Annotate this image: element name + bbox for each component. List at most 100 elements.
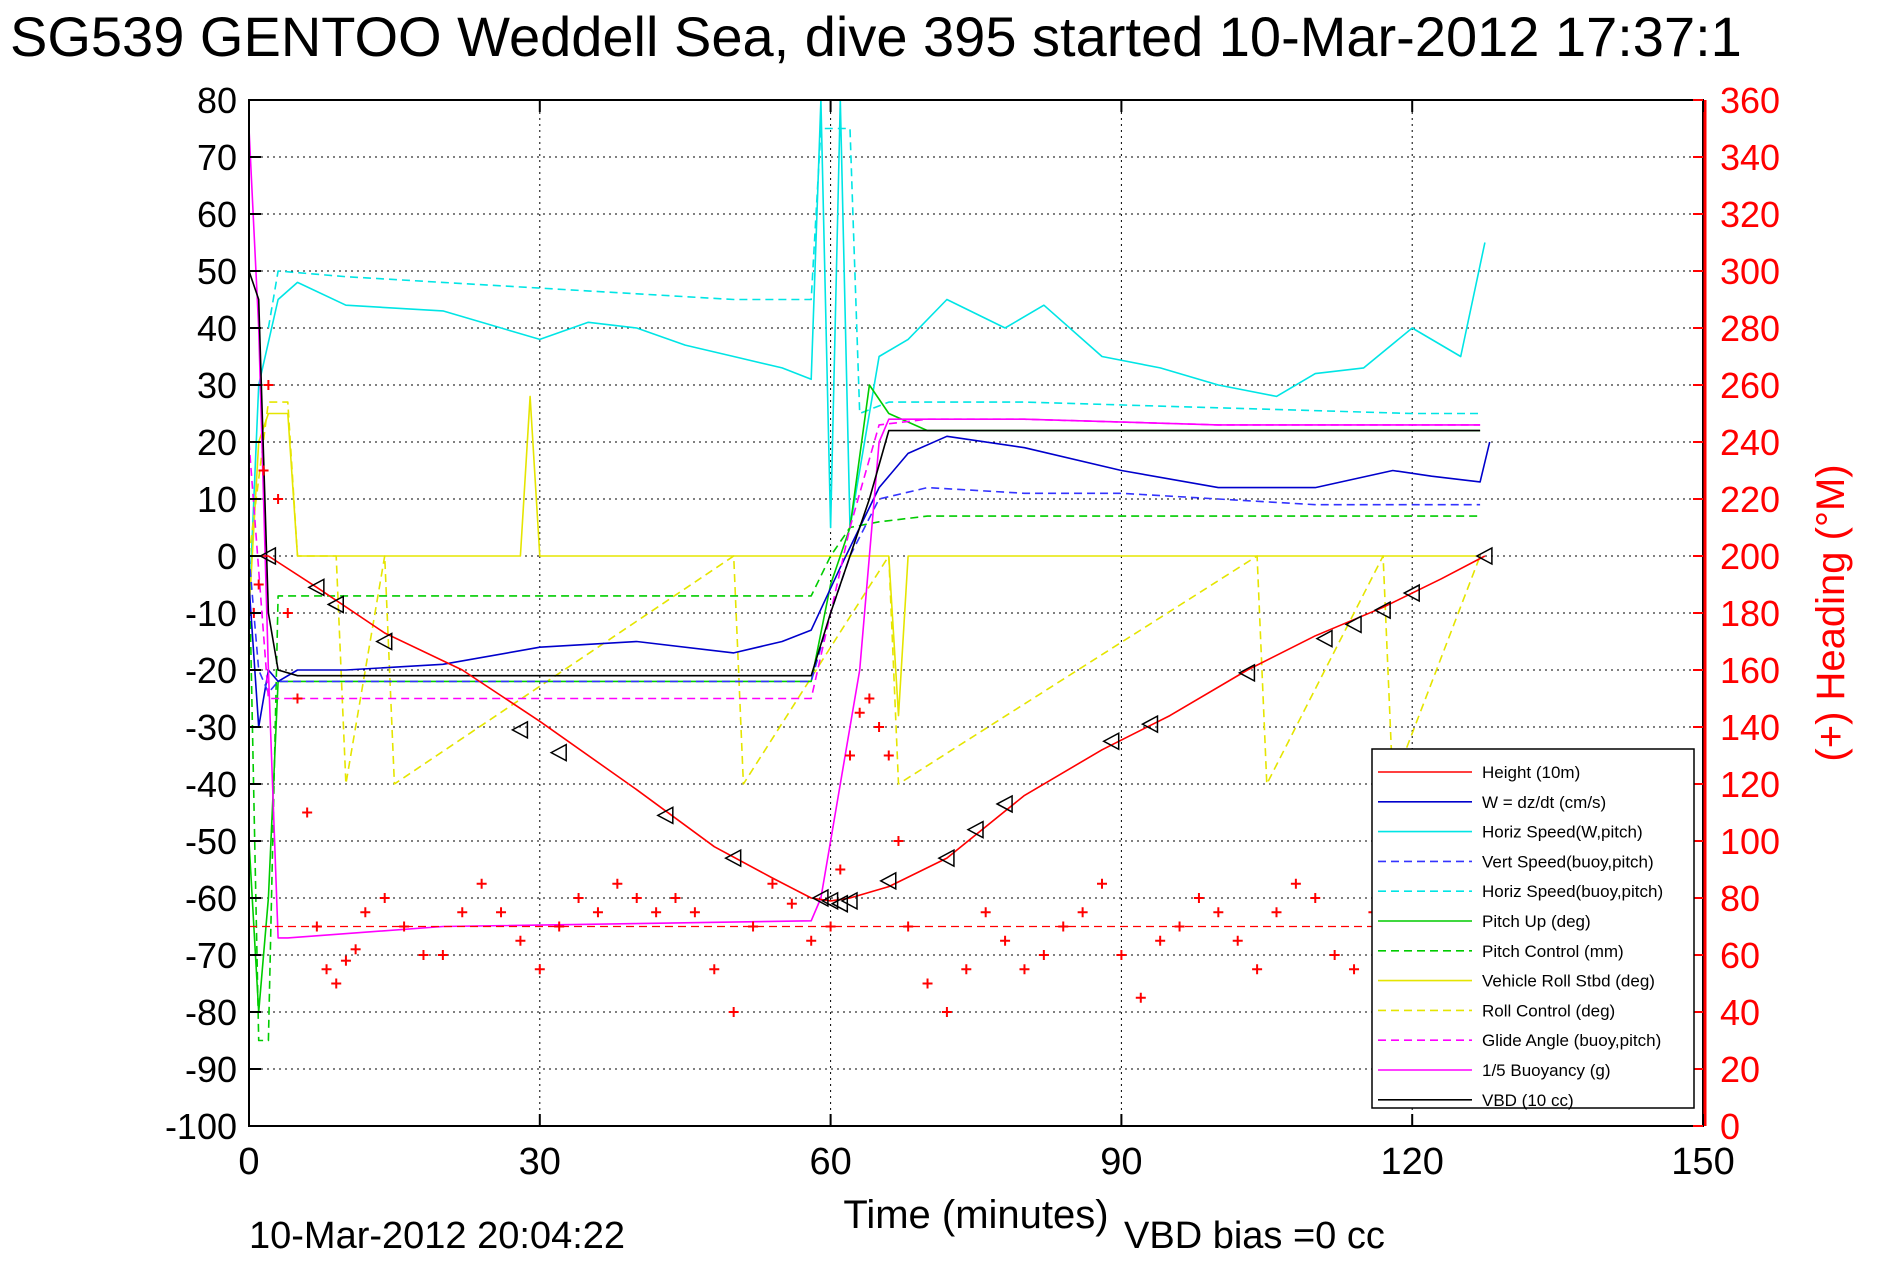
triangle-marker xyxy=(879,871,897,891)
heading-marker xyxy=(786,898,797,909)
triangle-marker xyxy=(840,891,858,911)
heading-marker xyxy=(1310,893,1321,903)
y-tick-label-left: -90 xyxy=(185,1049,237,1090)
heading-marker xyxy=(1038,950,1049,960)
series-line-1-5-buoyancy-g xyxy=(248,128,1481,939)
triangle-marker xyxy=(995,794,1013,814)
heading-marker xyxy=(496,907,507,918)
y-tick-label-right: 20 xyxy=(1720,1049,1760,1090)
legend-label: Pitch Up (deg) xyxy=(1482,912,1591,931)
x-tick-label: 30 xyxy=(519,1141,561,1183)
y-tick-label-right: 140 xyxy=(1720,707,1780,748)
triangle-markers xyxy=(258,546,1493,913)
y-tick-label-left: 30 xyxy=(197,365,237,406)
triangle-marker xyxy=(1102,732,1120,751)
heading-marker xyxy=(1193,893,1204,903)
heading-marker xyxy=(1058,921,1069,932)
heading-marker xyxy=(273,494,284,504)
heading-marker xyxy=(767,878,778,889)
heading-marker xyxy=(854,707,865,718)
heading-marker xyxy=(1097,878,1108,889)
legend-label: VBD (10 cc) xyxy=(1482,1091,1574,1110)
triangle-marker xyxy=(1140,714,1159,734)
heading-marker xyxy=(893,836,904,846)
legend-label: Horiz Speed(buoy,pitch) xyxy=(1482,882,1663,901)
heading-marker xyxy=(1213,907,1224,918)
y-tick-label-right: 280 xyxy=(1720,308,1780,349)
legend-box xyxy=(1371,748,1695,1109)
y-tick-label-right: 180 xyxy=(1720,593,1780,634)
y-tick-label-left: 10 xyxy=(197,479,237,520)
heading-marker xyxy=(941,1007,952,1017)
heading-marker xyxy=(515,935,526,946)
y-tick-label-right: 120 xyxy=(1720,764,1780,805)
heading-marker xyxy=(350,944,361,955)
series-line-vbd-10-cc xyxy=(248,270,1481,677)
y-tick-label-right: 360 xyxy=(1720,80,1780,121)
heading-marker xyxy=(806,935,817,946)
triangle-marker xyxy=(326,595,344,614)
series-line-horiz-speed-buoy-pitch xyxy=(267,127,1481,415)
heading-marker xyxy=(1135,992,1146,1003)
y-tick-label-right: 40 xyxy=(1720,992,1760,1033)
triangle-marker xyxy=(307,578,325,597)
legend-label: Vehicle Roll Stbd (deg) xyxy=(1482,972,1655,991)
heading-marker xyxy=(1174,921,1185,932)
triangle-marker xyxy=(724,848,742,868)
x-axis-label: Time (minutes) xyxy=(843,1193,1108,1237)
legend-label: Glide Angle (buoy,pitch) xyxy=(1482,1031,1661,1050)
vbd-bias-label: VBD bias =0 cc xyxy=(1124,1215,1385,1257)
triangle-marker xyxy=(937,848,955,868)
legend-label: Vert Speed(buoy,pitch) xyxy=(1482,852,1654,871)
heading-marker xyxy=(592,907,603,918)
y-tick-label-right: 340 xyxy=(1720,137,1780,178)
heading-marker xyxy=(379,893,390,903)
triangle-marker xyxy=(1373,600,1391,620)
heading-marker xyxy=(1000,935,1011,946)
x-tick-label: 0 xyxy=(238,1141,259,1183)
x-axis-ticks: 0 30 60 90 120 150 xyxy=(238,100,1735,1183)
y-tick-label-left: -50 xyxy=(185,821,237,862)
y-tick-label-right: 320 xyxy=(1720,194,1780,235)
footer-timestamp: 10-Mar-2012 20:04:22 xyxy=(249,1215,625,1257)
series-line-w-dz-dt-cm-s xyxy=(248,435,1491,728)
heading-marker xyxy=(360,907,371,918)
heading-marker xyxy=(980,907,991,918)
heading-marker xyxy=(728,1007,739,1017)
triangle-marker xyxy=(1344,615,1362,634)
y-tick-label-right: 240 xyxy=(1720,422,1780,463)
heading-marker xyxy=(903,921,914,932)
heading-marker xyxy=(874,722,885,732)
triangle-marker xyxy=(1475,546,1493,566)
y-tick-label-left: -100 xyxy=(165,1106,237,1147)
y-tick-label-right: 220 xyxy=(1720,479,1780,520)
heading-marker xyxy=(573,893,584,903)
heading-marker xyxy=(1232,935,1243,946)
heading-marker xyxy=(1271,907,1282,918)
y-tick-label-left: 40 xyxy=(197,308,237,349)
heading-marker xyxy=(282,608,293,618)
chart-legend: Height (10m) W = dz/dt (cm/s) Horiz Speed(… xyxy=(1371,748,1695,1110)
triangle-marker xyxy=(1402,583,1420,603)
x-tick-label: 60 xyxy=(809,1141,851,1183)
y-tick-label-left: -70 xyxy=(185,935,237,976)
heading-marker xyxy=(399,921,410,932)
heading-marker xyxy=(1290,878,1301,889)
heading-marker xyxy=(631,893,642,903)
heading-marker xyxy=(340,955,351,966)
left-axis-ticks: 80 70 60 50 40 30 20 10 0 -10 -20 -30 -40 -50 -60 -70 -8… xyxy=(165,80,261,1147)
heading-marker xyxy=(689,907,700,918)
triangle-marker xyxy=(656,806,674,825)
y-tick-label-left: 70 xyxy=(197,137,237,178)
legend-label: 1/5 Buoyancy (g) xyxy=(1482,1061,1611,1080)
heading-marker xyxy=(1077,907,1088,918)
triangle-marker xyxy=(1315,629,1333,648)
y-tick-label-right: 260 xyxy=(1720,365,1780,406)
y-tick-label-left: 80 xyxy=(197,80,237,121)
heading-marker xyxy=(292,693,303,704)
right-axis-ticks: 3603403203002802602402202001801601401201… xyxy=(1693,80,1780,1147)
heading-marker xyxy=(302,807,313,818)
heading-marker xyxy=(437,950,448,960)
y-tick-label-left: 50 xyxy=(197,251,237,292)
